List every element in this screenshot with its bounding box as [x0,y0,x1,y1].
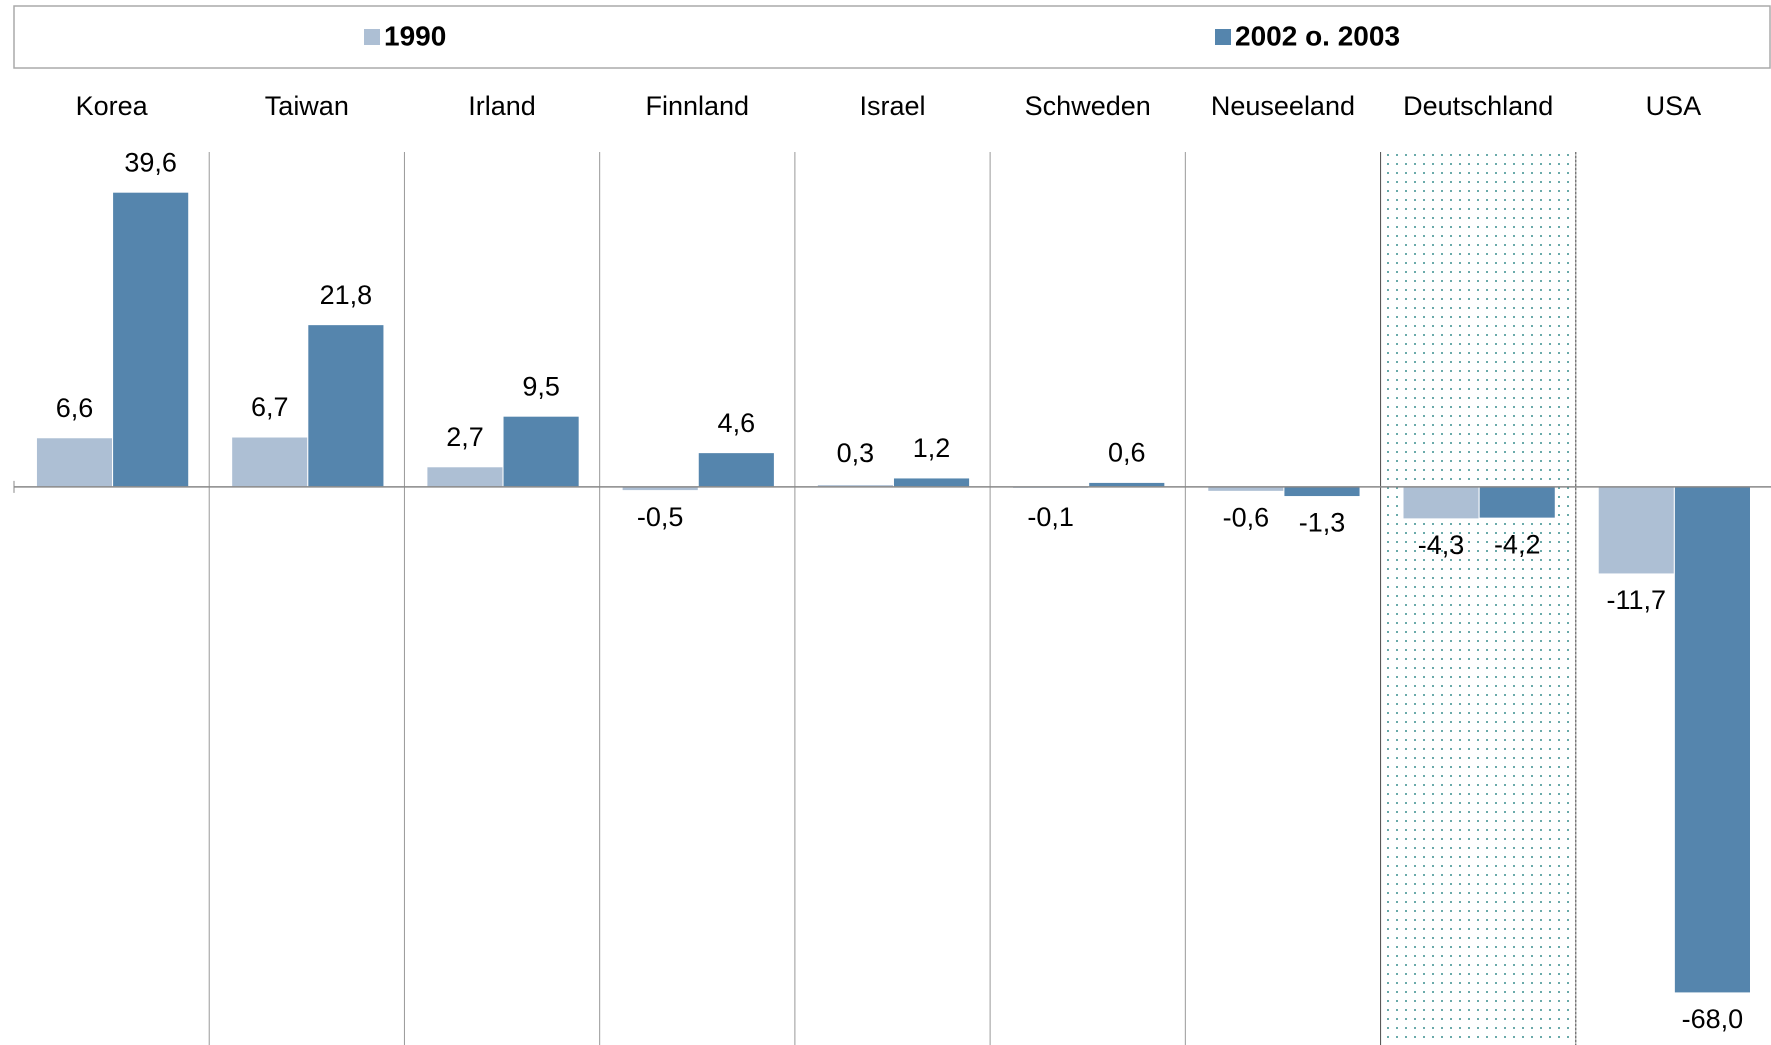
value-label: 6,7 [251,392,289,422]
value-label: -11,7 [1607,585,1667,615]
legend-label: 2002 o. 2003 [1235,20,1400,51]
legend-swatch [364,29,380,45]
value-label: 1,2 [913,433,951,463]
bar [112,191,190,488]
x-tick-label: Neuseeland [1211,91,1355,121]
value-label: -68,0 [1682,1004,1744,1034]
value-label: -0,1 [1027,502,1074,532]
value-label: 6,6 [56,393,94,423]
x-tick-label: Schweden [1025,91,1151,121]
bar [231,436,309,488]
value-label: 21,8 [320,280,373,310]
value-label: -4,2 [1494,529,1541,559]
bar [697,452,775,488]
value-label: 2,7 [446,422,484,452]
value-label: 0,6 [1108,438,1146,468]
bar [1478,486,1556,519]
value-label: -1,3 [1299,508,1346,538]
legend-label: 1990 [384,20,446,51]
legend-swatch [1215,29,1231,45]
x-tick-label: Korea [76,91,149,121]
value-label: 9,5 [522,371,560,401]
bar [892,477,971,488]
x-tick-label: Irland [468,91,536,121]
bar [502,415,580,488]
bar [1283,486,1361,498]
bar [426,466,504,488]
value-label: 4,6 [718,408,756,438]
highlight-band [1380,152,1576,1045]
bar [1402,486,1480,520]
x-tick-label: Taiwan [265,91,349,121]
legend-box [13,5,1771,69]
value-label: -0,6 [1223,502,1270,532]
bar [1597,486,1675,575]
x-tick-label: Israel [859,91,925,121]
x-tick-label: USA [1646,91,1702,121]
value-label: 0,3 [837,438,875,468]
value-label: -4,3 [1418,530,1465,560]
x-tick-label: Deutschland [1403,91,1553,121]
value-label: 39,6 [124,147,177,177]
bar [35,437,114,488]
value-label: -0,5 [637,502,684,532]
x-tick-label: Finnland [645,91,749,121]
bar [307,324,385,488]
bar [1673,486,1752,994]
